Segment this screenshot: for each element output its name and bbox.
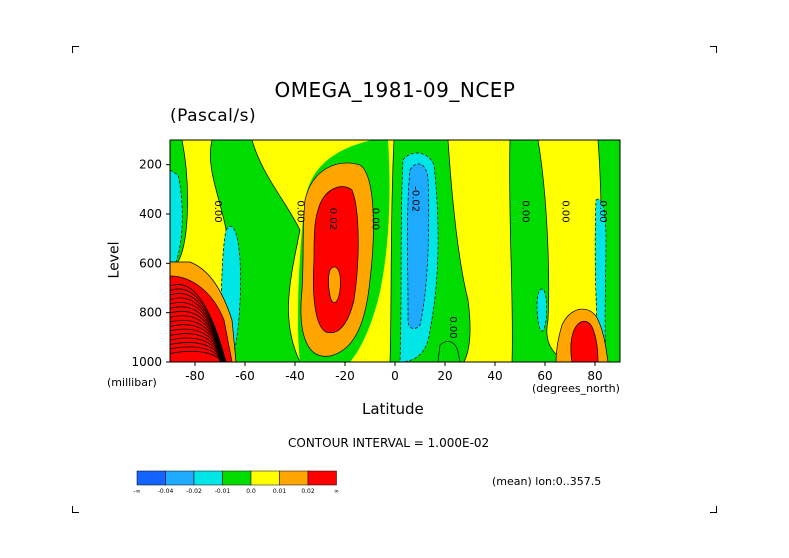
- contour-label: 0.00: [212, 200, 223, 222]
- contour-line: [170, 310, 224, 362]
- colorbar-swatch: [279, 470, 309, 486]
- x-tick-label: 20: [437, 369, 452, 383]
- contour-labels: 0.00 0.00 0.02 0.00 -0.02 0.00 0.00 0.00 0.00: [212, 186, 608, 338]
- colorbar-label: -0.04: [158, 488, 174, 495]
- colorbar-swatch: [136, 470, 166, 486]
- contour-line: [170, 306, 225, 362]
- corner-mark: [72, 506, 79, 513]
- subset-label: (mean) lon:0..357.5: [492, 475, 602, 488]
- field-region-positive: [312, 186, 359, 334]
- corner-mark: [72, 46, 79, 53]
- contour-label: 0.00: [520, 200, 531, 222]
- x-tick-label: 60: [537, 369, 552, 383]
- contour-label: 0.00: [597, 200, 608, 222]
- contour-label: 0.00: [447, 316, 458, 338]
- x-tick-label: -80: [185, 369, 205, 383]
- y-axis-label: Level: [106, 241, 123, 279]
- colorbar-label: 0.02: [301, 488, 315, 495]
- x-axis-unit: (degrees_north): [532, 382, 620, 395]
- colorbar-label: ∞: [334, 488, 339, 495]
- contour-line: [170, 350, 221, 362]
- y-axis-unit: (millibar): [107, 376, 157, 389]
- field-region-positive: [570, 320, 599, 362]
- colorbar-label: -0.01: [215, 488, 231, 495]
- field-region-negative: [509, 140, 567, 362]
- x-tick-label: -20: [335, 369, 355, 383]
- colorbar-label: -0.02: [186, 488, 202, 495]
- dense-contours: [170, 284, 227, 362]
- contour-line: [170, 324, 223, 362]
- chart-units: (Pascal/s): [170, 106, 257, 126]
- contour-label: 0.00: [370, 208, 381, 230]
- corner-mark: [710, 46, 717, 53]
- field-region-negative: [407, 163, 430, 329]
- axis-ticks: -80 -60 -40 -20 0 20 40 60 80 200 400 600 800 1000: [131, 158, 602, 383]
- colorbar-swatch: [307, 470, 337, 486]
- colorbar-label: -∞: [133, 488, 140, 495]
- colorbar: -∞ -0.04 -0.02 -0.01 0.0 0.01 0.02 ∞: [133, 470, 339, 495]
- contour-line: [170, 315, 224, 362]
- y-tick-label: 200: [139, 158, 162, 172]
- x-tick-label: 80: [587, 369, 602, 383]
- y-tick-label: 800: [139, 306, 162, 320]
- colorbar-label: 0.01: [273, 488, 287, 495]
- x-tick-label: 40: [487, 369, 502, 383]
- colorbar-swatch: [193, 470, 223, 486]
- contour-label: 0.00: [295, 200, 306, 222]
- contour-label: 0.00: [560, 200, 571, 222]
- contour-line: [170, 319, 224, 362]
- y-tick-label: 600: [139, 256, 162, 270]
- contour-fills: [170, 140, 620, 362]
- field-region-positive: [328, 266, 341, 303]
- contour-label: -0.02: [410, 186, 421, 212]
- field-region-negative: [437, 341, 461, 362]
- x-tick-label: 0: [391, 369, 399, 383]
- y-tick-label: 400: [139, 207, 162, 221]
- colorbar-swatch: [165, 470, 195, 486]
- contour-interval-label: CONTOUR INTERVAL = 1.000E-02: [288, 436, 490, 450]
- field-region-negative: [536, 288, 547, 332]
- x-tick-label: -40: [285, 369, 305, 383]
- chart-title: OMEGA_1981-09_NCEP: [274, 78, 516, 102]
- colorbar-swatch: [222, 470, 252, 486]
- corner-mark: [710, 506, 717, 513]
- x-tick-label: -60: [235, 369, 255, 383]
- contour-label: 0.02: [327, 208, 338, 230]
- colorbar-label: 0.0: [246, 488, 256, 495]
- x-axis-label: Latitude: [362, 400, 424, 418]
- colorbar-swatch: [250, 470, 280, 486]
- y-tick-label: 1000: [131, 355, 162, 369]
